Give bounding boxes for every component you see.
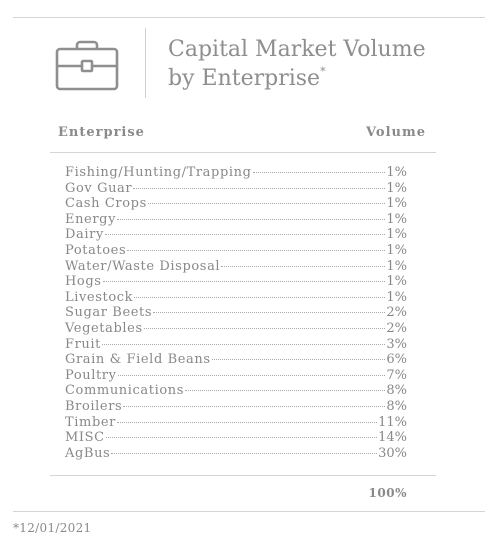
row-enterprise: Dairy [65,227,104,243]
total-rule [50,475,436,476]
header-rule [50,152,436,153]
row-enterprise: Grain & Field Beans [65,352,211,368]
table-row: Fishing/Hunting/Trapping 1% [65,165,407,181]
row-enterprise: Livestock [65,289,134,305]
row-enterprise: Water/Waste Disposal [65,258,221,274]
table-row: Water/Waste Disposal 1% [65,259,407,275]
dot-leader [102,281,386,283]
briefcase-icon [55,40,119,91]
dot-leader [117,421,378,423]
row-volume: 1% [386,242,407,258]
table-row: AgBus 30% [65,446,407,462]
title-line-1: Capital Market Volume [168,37,426,62]
header-divider [145,28,146,98]
row-volume: 2% [386,305,407,321]
row-enterprise: Fruit [65,336,101,352]
table-row: Timber 11% [65,415,407,431]
row-volume: 1% [386,258,407,274]
row-volume: 1% [386,165,407,180]
dot-leader [117,218,386,220]
dot-leader [133,187,386,189]
table-row: Vegetables 2% [65,321,407,337]
total-volume: 100% [368,486,407,500]
dot-leader [117,374,386,376]
table-row: MISC 14% [65,430,407,446]
row-volume: 7% [386,367,407,383]
row-volume: 6% [386,352,407,368]
row-enterprise: Energy [65,211,117,227]
row-volume: 1% [386,196,407,212]
row-volume: 1% [386,180,407,196]
top-rule [13,17,485,18]
row-volume: 1% [386,227,407,243]
dot-leader [211,359,386,361]
row-volume: 30% [378,445,407,461]
row-enterprise: Timber [65,414,116,430]
row-volume: 8% [386,398,407,414]
dot-leader [147,203,386,205]
table-row: Dairy 1% [65,227,407,243]
row-volume: 8% [386,383,407,399]
table-row: Cash Crops 1% [65,196,407,212]
dot-leader [221,265,386,267]
row-volume: 11% [378,414,407,430]
column-header-volume: Volume [366,125,426,140]
row-volume: 1% [386,289,407,305]
title-footnote-mark: * [320,65,326,78]
table-row: Fruit 3% [65,337,407,353]
dot-leader [134,296,386,298]
dot-leader [153,312,386,314]
column-header-enterprise: Enterprise [58,125,145,140]
row-enterprise: Poultry [65,367,117,383]
row-enterprise: Communications [65,383,185,399]
table-row: Communications 8% [65,383,407,399]
dot-leader [252,172,386,173]
enterprise-table: Fishing/Hunting/Trapping 1% Gov Guar 1% Ca… [65,165,407,461]
table-row: Sugar Beets 2% [65,305,407,321]
title-line-2: by Enterprise [168,66,321,91]
dot-leader [185,390,386,392]
table-row: Hogs 1% [65,274,407,290]
row-volume: 2% [386,320,407,336]
footnote: *12/01/2021 [13,521,92,535]
table-row: Potatoes 1% [65,243,407,259]
row-enterprise: Potatoes [65,242,127,258]
dot-leader [104,234,386,236]
dot-leader [143,327,386,329]
bottom-rule [13,511,485,512]
table-row: Livestock 1% [65,290,407,306]
row-enterprise: Cash Crops [65,196,147,212]
table-row: Broilers 8% [65,399,407,415]
row-volume: 3% [386,336,407,352]
dot-leader [123,405,386,407]
row-enterprise: Vegetables [65,320,143,336]
row-volume: 1% [386,211,407,227]
row-enterprise: Gov Guar [65,180,133,196]
row-enterprise: MISC [65,430,105,446]
dot-leader [111,452,378,454]
table-row: Gov Guar 1% [65,181,407,197]
dot-leader [105,437,378,439]
table-row: Energy 1% [65,212,407,228]
table-row: Grain & Field Beans 6% [65,352,407,368]
row-enterprise: Fishing/Hunting/Trapping [65,165,252,180]
table-row: Poultry 7% [65,368,407,384]
row-enterprise: Sugar Beets [65,305,153,321]
dot-leader [127,249,386,251]
row-volume: 1% [386,274,407,290]
row-enterprise: Hogs [65,274,102,290]
dot-leader [102,343,386,345]
row-enterprise: AgBus [65,445,111,461]
page-title: Capital Market Volume by Enterprise* [168,35,488,93]
row-enterprise: Broilers [65,398,123,414]
row-volume: 14% [378,430,407,446]
